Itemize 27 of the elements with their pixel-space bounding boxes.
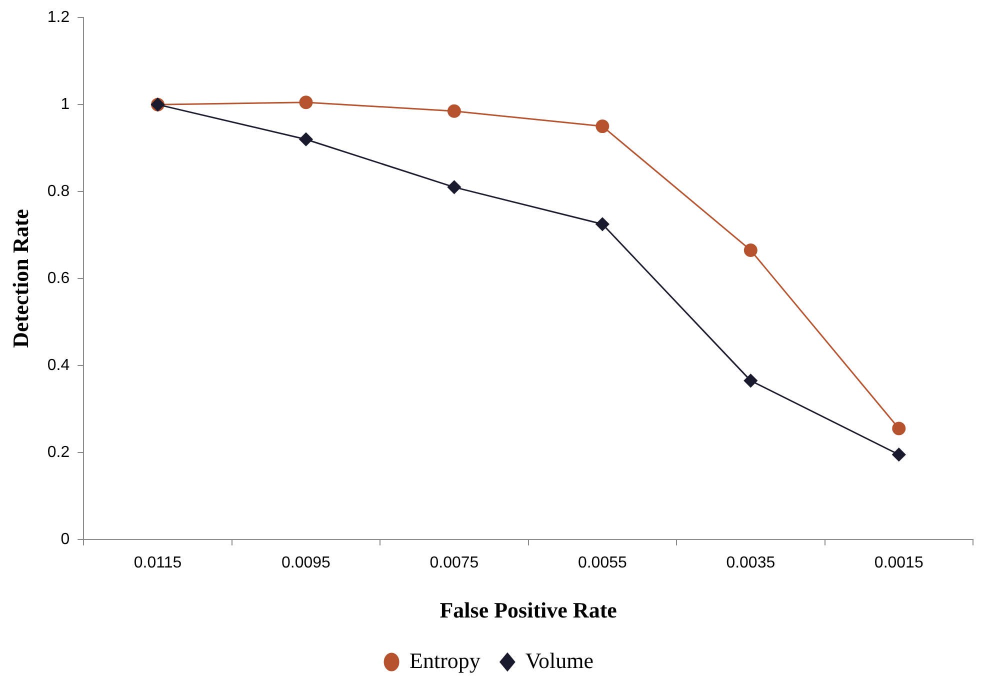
point (447, 180, 461, 194)
point (596, 120, 610, 134)
y-tick-label: 0.8 (47, 182, 70, 200)
y-tick-label: 0.4 (47, 356, 70, 374)
y-tick-label: 1 (60, 96, 70, 113)
x-tick-label: 0.0075 (430, 554, 479, 572)
point (596, 217, 610, 231)
x-axis-title: False Positive Rate (440, 597, 618, 622)
point (299, 132, 313, 146)
x-tick-label: 0.0015 (874, 554, 924, 572)
point (447, 104, 461, 118)
x-tick-label: 0.0095 (282, 554, 331, 572)
y-axis-title: Detection Rate (8, 208, 33, 348)
point (299, 96, 313, 110)
y-tick-label: 0.6 (47, 270, 70, 287)
y-tick-label: 0.2 (47, 444, 70, 461)
x-tick-label: 0.0055 (578, 554, 628, 572)
legend-label: Entropy (410, 648, 480, 673)
point (892, 448, 906, 462)
legend-label: Volume (525, 648, 594, 673)
y-tick-label: 1.2 (47, 9, 70, 26)
point (892, 422, 906, 436)
point (744, 243, 758, 257)
point (744, 374, 758, 388)
y-tick-label: 0 (60, 530, 70, 548)
x-tick-label: 0.0035 (726, 554, 776, 572)
x-tick-label: 0.0115 (134, 554, 182, 572)
